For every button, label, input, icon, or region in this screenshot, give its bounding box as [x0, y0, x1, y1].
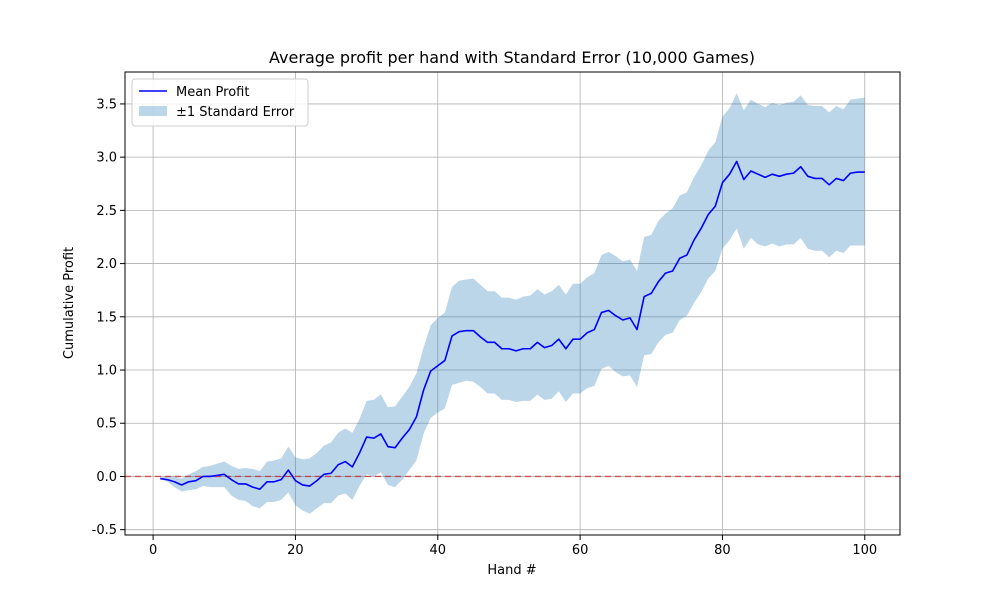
y-tick-label: 0.5 — [96, 417, 117, 432]
x-tick-label: 40 — [430, 543, 447, 558]
y-tick-label: 0.0 — [96, 470, 117, 485]
plot-frame — [124, 71, 901, 536]
y-tick-label: 3.0 — [96, 151, 117, 166]
legend-mean-label: Mean Profit — [176, 85, 249, 100]
line-layer — [160, 160, 865, 491]
y-tick-label: 3.5 — [96, 97, 117, 112]
y-tick-label: 1.5 — [96, 310, 117, 325]
x-tick-label: 100 — [852, 543, 877, 558]
grid — [125, 72, 900, 535]
x-axis-label: Hand # — [487, 563, 536, 578]
y-axis: -0.5 0.0 0.5 1.0 1.5 2.0 2.5 3.0 3.5 — [92, 97, 125, 538]
band-layer — [160, 93, 865, 514]
y-tick-label: -0.5 — [92, 523, 117, 538]
legend: Mean Profit ±1 Standard Error — [131, 78, 309, 127]
x-tick-label: 0 — [149, 543, 157, 558]
x-axis: 0 20 40 60 80 100 — [149, 535, 877, 558]
y-tick-label: 1.0 — [96, 364, 117, 379]
x-tick-label: 60 — [572, 543, 589, 558]
legend-band-swatch — [139, 106, 167, 116]
legend-box — [131, 78, 309, 127]
y-axis-label: Cumulative Profit — [62, 247, 77, 359]
legend-band-label: ±1 Standard Error — [176, 105, 295, 120]
x-tick-label: 80 — [714, 543, 731, 558]
standard-error-band — [160, 93, 865, 514]
chart-title: Average profit per hand with Standard Er… — [269, 48, 755, 67]
y-tick-label: 2.5 — [96, 204, 117, 219]
x-tick-label: 20 — [287, 543, 304, 558]
y-tick-label: 2.0 — [96, 257, 117, 272]
mean-profit-line — [160, 160, 865, 491]
